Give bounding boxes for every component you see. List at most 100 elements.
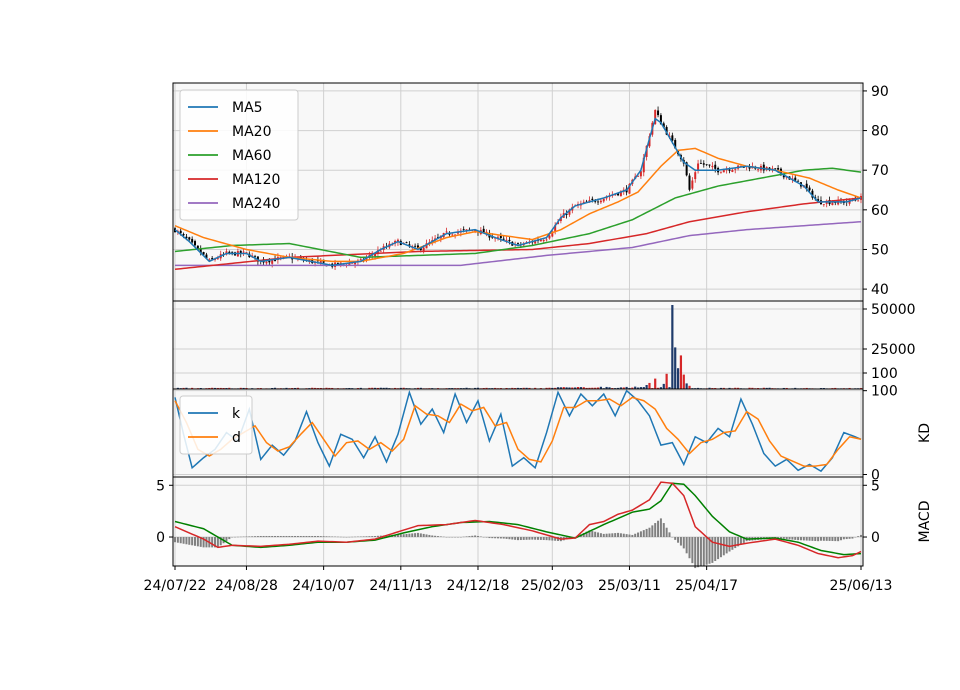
macd-panel: 0 5 0 5 MACD	[156, 476, 933, 569]
macd-histogram-bar	[642, 530, 645, 538]
candle-body	[188, 237, 191, 240]
candle-body	[714, 164, 717, 169]
macd-histogram-bar	[396, 534, 399, 538]
macd-line	[174, 481, 862, 559]
candle-body	[671, 135, 674, 141]
macd-histogram-bar	[468, 536, 471, 538]
candle-body	[697, 163, 700, 171]
candle-body	[416, 245, 419, 249]
candle-body	[214, 259, 217, 260]
volume-bar	[368, 387, 371, 389]
volume-bar	[219, 387, 222, 389]
candle-body	[822, 204, 825, 206]
volume-bar	[213, 387, 217, 389]
macd-histogram-bar	[316, 535, 319, 538]
volume-bar	[676, 368, 680, 389]
macd-histogram-bar	[425, 534, 428, 538]
candle-body	[694, 172, 697, 180]
candle-body	[582, 201, 585, 203]
volume-bar	[328, 387, 331, 389]
macd-histogram-bar	[845, 537, 848, 540]
macd-histogram-bar	[411, 533, 414, 538]
macd-histogram-bar	[359, 536, 362, 538]
volume-bar	[674, 347, 677, 389]
volume-bar	[476, 387, 480, 389]
macd-histogram-bar	[276, 535, 279, 538]
macd-histogram-bar	[179, 537, 182, 544]
kd-panel: 0 100 KD	[172, 384, 933, 483]
x-tick-label: 24/07/22	[144, 578, 207, 594]
volume-bar	[176, 387, 179, 389]
kd-legend-label: d	[232, 430, 241, 446]
macd-histogram-bar	[705, 537, 708, 565]
macd-histogram-bar	[788, 537, 791, 540]
x-axis-ticks: 24/07/22 24/08/28 24/10/07 24/11/13 24/12/18…	[144, 566, 892, 594]
macd-histogram-bar	[542, 537, 545, 541]
volume-bar	[736, 387, 740, 389]
candle-body	[499, 235, 502, 239]
candle-body	[414, 245, 417, 247]
macd-histogram-bar	[582, 532, 585, 538]
candle-body	[502, 238, 505, 240]
macd-histogram-bar	[525, 537, 528, 540]
macd-histogram-bar	[216, 537, 219, 548]
volume-bar	[785, 387, 788, 389]
volume-bar	[525, 387, 528, 389]
macd-histogram-bar	[694, 537, 697, 569]
volume-bar	[734, 387, 737, 389]
volume-bar	[751, 387, 754, 389]
candle-body	[811, 190, 814, 198]
candle-body	[194, 241, 197, 246]
macd-histogram-bar	[291, 535, 294, 538]
candle-body	[211, 258, 214, 260]
candle-body	[508, 239, 511, 242]
macd-histogram-bar	[739, 537, 742, 545]
volume-bar	[656, 387, 660, 389]
macd-histogram-bar	[791, 537, 794, 540]
candle-body	[348, 262, 351, 265]
volume-bar	[608, 387, 611, 389]
volume-bar	[765, 387, 768, 389]
kd-tick-label: 0	[871, 467, 880, 483]
macd-histogram-bar	[265, 535, 268, 538]
volume-bar	[376, 387, 380, 389]
price-tick-label: 90	[871, 84, 889, 100]
macd-histogram-bar	[742, 537, 745, 543]
candle-body	[474, 230, 477, 232]
macd-histogram-bar	[199, 537, 202, 547]
macd-histogram-bar	[674, 537, 677, 540]
kd-background	[173, 389, 863, 477]
candle-body	[685, 162, 688, 176]
candle-body	[757, 169, 760, 171]
macd-histogram-bar	[777, 537, 780, 539]
macd-histogram-bar	[476, 535, 479, 538]
volume-bar	[325, 387, 328, 389]
macd-histogram-bar	[331, 536, 334, 538]
volume-bar	[596, 387, 600, 389]
volume-bar	[528, 387, 531, 389]
volume-bar	[639, 387, 643, 389]
x-tick-label: 25/04/17	[675, 578, 738, 594]
macd-histogram-bar	[668, 532, 671, 538]
candle-body	[196, 245, 199, 249]
macd-histogram-bar	[288, 535, 291, 538]
macd-histogram-bar	[685, 537, 688, 554]
macd-histogram-bar	[511, 537, 514, 540]
macd-histogram-bar	[591, 531, 594, 538]
macd-left-tick-label: 5	[156, 478, 165, 494]
candle-body	[722, 170, 725, 173]
ma-legend: MA5 MA20 MA60 MA120 MA240	[179, 89, 299, 221]
macd-histogram-bar	[594, 531, 597, 538]
macd-histogram-bar	[419, 533, 422, 538]
candle-body	[271, 259, 274, 264]
macd-histogram-bar	[294, 535, 297, 538]
volume-bar	[782, 387, 785, 389]
candle-body	[374, 253, 377, 257]
macd-histogram-bar	[505, 537, 508, 539]
macd-histogram-bar	[622, 533, 625, 538]
candle-body	[517, 243, 519, 244]
macd-histogram-bar	[814, 537, 817, 542]
volume-bar	[622, 387, 625, 389]
volume-bar	[285, 387, 288, 389]
